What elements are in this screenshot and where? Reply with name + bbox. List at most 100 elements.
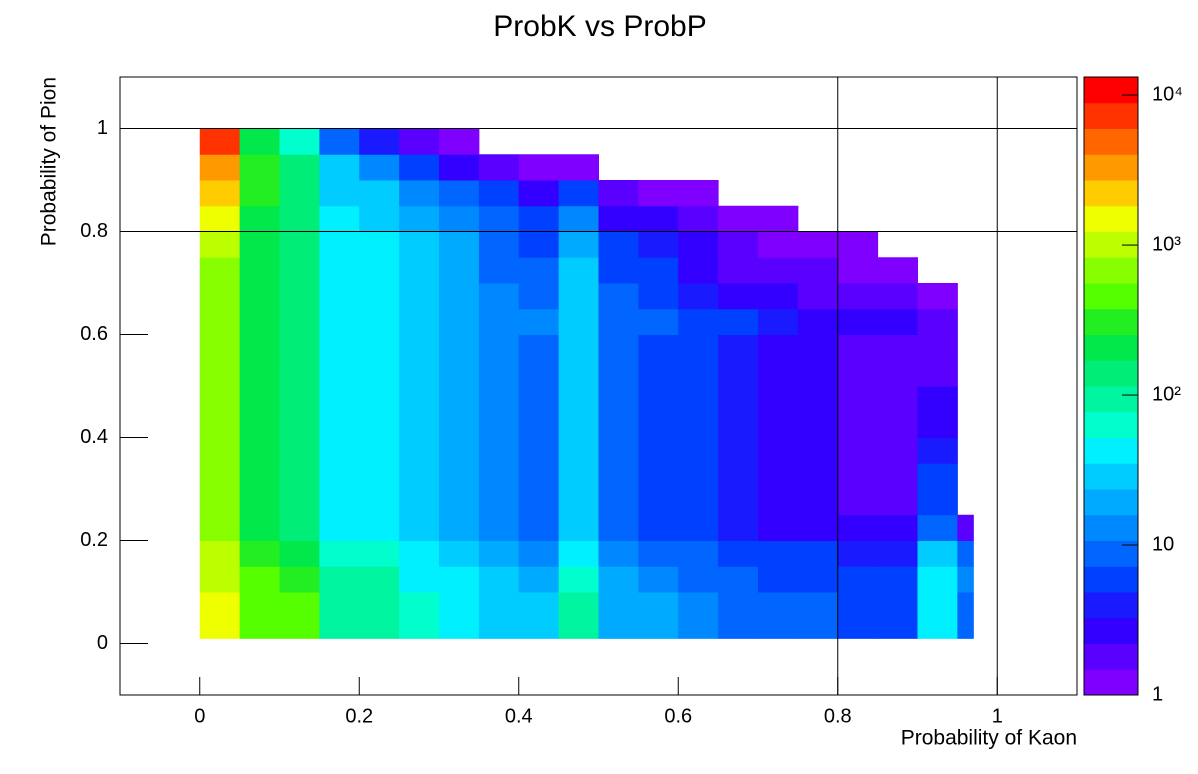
heat-cell — [638, 437, 679, 464]
heat-cell — [359, 566, 400, 593]
heat-cell — [359, 617, 400, 639]
palette-swatch — [1084, 411, 1138, 438]
heat-cell — [917, 334, 958, 361]
heat-cell — [758, 360, 799, 387]
heat-cell — [678, 180, 719, 207]
heat-cell — [638, 540, 679, 567]
heat-cell — [877, 566, 918, 593]
heat-cell — [718, 334, 759, 361]
heat-cell — [199, 308, 241, 335]
heat-cell — [359, 205, 400, 232]
heat-cell — [558, 257, 599, 284]
heat-cell — [399, 334, 440, 361]
heat-cell — [598, 437, 639, 464]
heat-cell — [199, 514, 241, 541]
heat-cell — [917, 514, 958, 541]
heat-cell — [199, 334, 241, 361]
heat-cell — [518, 592, 560, 619]
heat-cell — [199, 411, 241, 438]
heat-cell — [638, 411, 679, 438]
heat-cell — [718, 437, 759, 464]
heat-cell — [239, 386, 280, 413]
heat-cell — [877, 386, 918, 413]
palette-swatch — [1084, 360, 1138, 387]
heat-cell — [478, 283, 520, 310]
palette-swatch — [1084, 154, 1138, 181]
heat-cell — [877, 283, 918, 310]
heat-cell — [478, 205, 520, 232]
x-tick-label: 0.2 — [345, 705, 373, 727]
palette-swatch — [1084, 514, 1138, 541]
heat-cell — [917, 540, 958, 567]
heat-cell — [518, 205, 560, 232]
palette-swatch — [1084, 257, 1138, 284]
heat-cell — [718, 566, 759, 593]
heat-cell — [279, 180, 320, 207]
heat-cell — [678, 566, 719, 593]
heat-cell — [758, 540, 799, 567]
heat-cell — [439, 489, 480, 516]
x-tick-label: 0.6 — [664, 705, 692, 727]
heat-cell — [718, 463, 759, 490]
plot-frame — [119, 76, 1078, 696]
heat-cell — [797, 308, 839, 335]
heat-cell — [598, 334, 639, 361]
heat-cell — [199, 180, 241, 207]
heat-cell — [439, 514, 480, 541]
heat-cell — [837, 411, 879, 438]
palette-swatch — [1084, 205, 1138, 232]
heat-cell — [518, 257, 560, 284]
heat-cell — [837, 334, 879, 361]
heat-cell — [678, 283, 719, 310]
heat-cell — [598, 257, 639, 284]
heat-cell — [917, 411, 958, 438]
heat-cell — [319, 308, 360, 335]
y-tick-label: 0.4 — [80, 426, 108, 448]
heat-cell — [758, 592, 799, 619]
heat-cell — [239, 334, 280, 361]
heat-cell — [399, 489, 440, 516]
heat-cell — [359, 463, 400, 490]
heat-cell — [199, 437, 241, 464]
palette-swatch — [1084, 540, 1138, 567]
heat-cell — [199, 592, 241, 619]
heat-cell — [598, 411, 639, 438]
heat-cell — [917, 592, 958, 619]
heat-cell — [678, 386, 719, 413]
heat-cell — [518, 540, 560, 567]
heat-cell — [359, 257, 400, 284]
heat-cell — [399, 463, 440, 490]
heat-cell — [399, 231, 440, 258]
x-tick-label: 0.8 — [824, 705, 852, 727]
heat-cell — [638, 617, 679, 639]
heat-cell — [758, 308, 799, 335]
palette-swatch — [1084, 102, 1138, 129]
heat-cell — [239, 231, 280, 258]
heat-cell — [279, 231, 320, 258]
heat-cell — [558, 283, 599, 310]
heat-cell — [598, 489, 639, 516]
palette-swatch — [1084, 386, 1138, 413]
heat-cell — [439, 205, 480, 232]
heat-cell — [399, 411, 440, 438]
heat-cell — [797, 489, 839, 516]
heat-cell — [837, 386, 879, 413]
heat-cell — [478, 566, 520, 593]
heat-cell — [797, 257, 839, 284]
heat-cell — [199, 386, 241, 413]
heat-cell — [718, 308, 759, 335]
heat-cell — [957, 592, 974, 619]
heat-cell — [917, 489, 958, 516]
heat-cell — [877, 334, 918, 361]
heat-cell — [199, 489, 241, 516]
z-tick-label: 10² — [1152, 383, 1181, 405]
heat-cell — [678, 514, 719, 541]
heat-cell — [359, 180, 400, 207]
heat-cell — [877, 411, 918, 438]
heat-cell — [239, 128, 280, 155]
heat-cell — [359, 231, 400, 258]
heat-cell — [917, 308, 958, 335]
heat-cell — [359, 154, 400, 181]
heat-cell — [678, 257, 719, 284]
